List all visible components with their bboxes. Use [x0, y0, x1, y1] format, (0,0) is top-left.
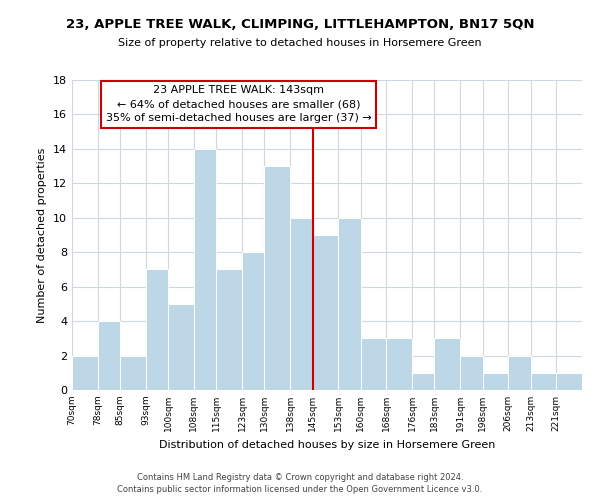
Bar	[146, 270, 168, 390]
Bar	[194, 149, 217, 390]
Bar	[508, 356, 530, 390]
Text: 23 APPLE TREE WALK: 143sqm
← 64% of detached houses are smaller (68)
35% of semi: 23 APPLE TREE WALK: 143sqm ← 64% of deta…	[106, 85, 371, 123]
Text: Size of property relative to detached houses in Horsemere Green: Size of property relative to detached ho…	[118, 38, 482, 48]
Bar	[361, 338, 386, 390]
Bar	[412, 373, 434, 390]
Bar	[386, 338, 412, 390]
Bar	[556, 373, 582, 390]
Bar	[313, 235, 338, 390]
Bar	[482, 373, 508, 390]
Bar	[242, 252, 265, 390]
Bar	[460, 356, 482, 390]
Bar	[338, 218, 361, 390]
Bar	[72, 356, 98, 390]
Text: Contains public sector information licensed under the Open Government Licence v3: Contains public sector information licen…	[118, 485, 482, 494]
Bar	[530, 373, 556, 390]
Y-axis label: Number of detached properties: Number of detached properties	[37, 148, 47, 322]
Bar	[98, 321, 120, 390]
Bar	[265, 166, 290, 390]
Bar	[217, 270, 242, 390]
Bar	[434, 338, 460, 390]
Bar	[120, 356, 146, 390]
Text: 23, APPLE TREE WALK, CLIMPING, LITTLEHAMPTON, BN17 5QN: 23, APPLE TREE WALK, CLIMPING, LITTLEHAM…	[66, 18, 534, 30]
Bar	[290, 218, 313, 390]
Bar	[168, 304, 194, 390]
Text: Contains HM Land Registry data © Crown copyright and database right 2024.: Contains HM Land Registry data © Crown c…	[137, 472, 463, 482]
X-axis label: Distribution of detached houses by size in Horsemere Green: Distribution of detached houses by size …	[159, 440, 495, 450]
